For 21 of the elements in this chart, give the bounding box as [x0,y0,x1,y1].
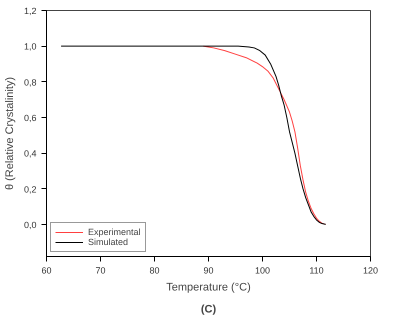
y-tick-label: 1,2 [24,6,37,16]
x-tick-label: 90 [203,266,214,276]
y-tick-label: 1,0 [24,42,37,52]
y-axis-title: θ (Relative Crystalinity) [4,76,16,190]
y-tick-label: 0,8 [24,77,37,88]
x-axis-title: Temperature (°C) [166,282,251,294]
line-series [202,46,326,225]
y-tick-label: 0,6 [24,112,37,123]
x-tick-label: 110 [309,266,324,276]
x-tick-label: 60 [41,266,52,276]
y-tick-label: 0,4 [24,148,37,159]
legend-label: Experimental [88,227,141,237]
legend-label: Simulated [88,237,128,247]
x-tick-label: 100 [254,266,270,276]
y-tick-label: 0,2 [24,184,37,194]
text: (C) [200,304,216,316]
x-tick-label: 80 [149,266,160,276]
x-tick-label: 120 [362,266,378,276]
y-tick-label: 0,0 [24,220,37,230]
line-series [60,46,326,225]
x-tick-label: 70 [95,266,106,276]
